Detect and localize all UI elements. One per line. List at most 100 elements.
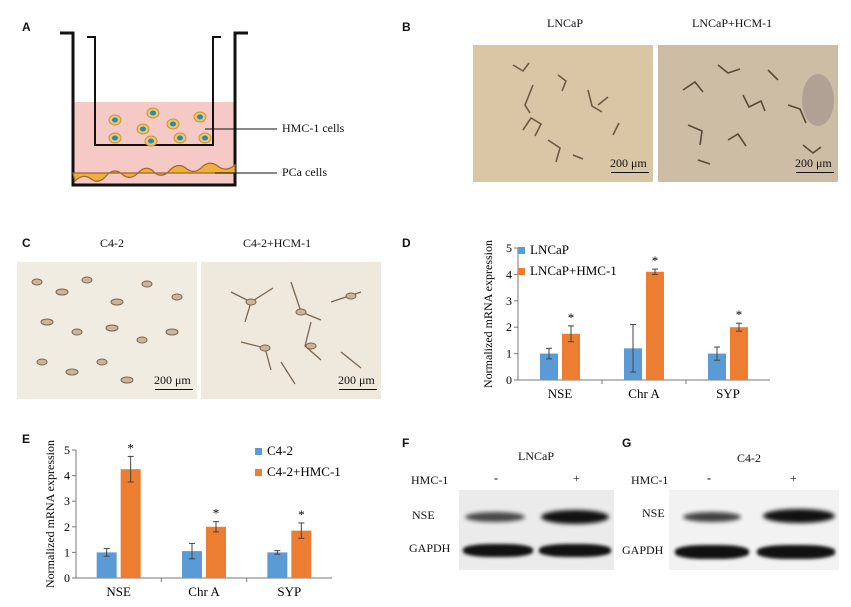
blot-f-row-target: NSE — [412, 508, 435, 522]
blot-g-row-target: NSE — [642, 506, 665, 520]
scale-bar-c-left — [155, 389, 193, 390]
chart-e-bar-treated — [291, 530, 312, 578]
blot-g-nse-band-minus — [683, 512, 741, 522]
chart-d-significance-marker: * — [568, 310, 575, 325]
chart-e-y-tick-label: 5 — [64, 443, 70, 457]
chart-d-category-label: NSE — [548, 386, 573, 400]
scale-label-b-right: 200 μm — [795, 156, 832, 170]
chart-e-bar-control — [182, 551, 202, 578]
blot-g-gapdh-band-minus — [675, 545, 749, 559]
chart-e-legend-swatch — [255, 448, 262, 455]
chart-d-bar-treated — [562, 333, 580, 380]
blot-g-gapdh-band-plus — [757, 545, 835, 559]
outer-well-wall — [60, 31, 248, 187]
chart-d-significance-marker: * — [652, 253, 659, 268]
chart-e-legend-entry: C4-2+HMC-1 — [267, 464, 341, 479]
hmc1-cell — [108, 114, 122, 126]
chart-d-y-axis-label: Normalized mRNA expression — [481, 240, 495, 388]
chart-e-bar-treated — [120, 469, 141, 578]
micrograph-lncap: 200 μm — [473, 45, 653, 182]
chart-e-significance-marker: * — [213, 506, 220, 521]
chart-d-legend-entry: LNCaP+HMC-1 — [530, 263, 617, 278]
chart-d-y-tick-label: 5 — [506, 241, 512, 255]
chart-e-category-label: NSE — [106, 584, 131, 599]
chart-d-y-tick-label: 0 — [506, 373, 512, 387]
hmc1-cells-label: HMC-1 cells — [282, 121, 345, 135]
transwell-diagram — [60, 31, 277, 187]
blot-g-cell-line: C4-2 — [737, 451, 761, 465]
hmc1-cell — [193, 111, 207, 123]
scale-bar-b-left — [611, 172, 649, 173]
chart-e-category-label: Chr A — [188, 584, 220, 599]
chart-d-bar-control — [708, 353, 726, 380]
scale-label-c-right: 200 μm — [338, 373, 375, 387]
lncap-cells — [512, 62, 620, 163]
blot-g-lane-plus: + — [790, 471, 797, 485]
blot-f-nse-band-minus — [465, 512, 525, 522]
chart-d-y-tick-label: 4 — [506, 267, 512, 281]
hmc1-cell — [108, 132, 122, 144]
scale-bar-c-right — [339, 389, 377, 390]
chart-d-y-tick-label: 1 — [506, 347, 512, 361]
chart-d-category-label: SYP — [716, 386, 740, 400]
panel-f-label: F — [402, 436, 410, 450]
chart-d-y-tick-label: 3 — [506, 294, 512, 308]
chart-e-significance-marker: * — [298, 507, 305, 522]
chart-e-y-tick-label: 3 — [64, 494, 70, 508]
chart-d-y-tick-label: 2 — [506, 320, 512, 334]
blot-g-row-control: GAPDH — [622, 543, 664, 557]
chart-e-y-axis-label: Normalized mRNA expression — [43, 440, 57, 588]
blot-g-treatment-label: HMC-1 — [631, 473, 669, 487]
panel-c-label: C — [22, 236, 31, 250]
micrograph-lncap-hcm1: 200 μm — [658, 45, 838, 182]
chart-d-significance-marker: * — [736, 307, 743, 322]
blot-g-nse-band-plus — [763, 509, 835, 523]
panel-d-label: D — [402, 236, 411, 250]
pca-cell-layer — [72, 162, 236, 183]
chart-d-bar-treated — [646, 271, 664, 380]
chart-d-category-label: Chr A — [628, 386, 660, 400]
chart-d: 0 1 2 3 4 5 Normalized mRNA expression NSE * Chr … — [481, 240, 770, 400]
chart-d-bar-control — [540, 353, 558, 380]
chart-e-bar-control — [267, 552, 288, 578]
lncap-hcm1-cells — [682, 64, 834, 165]
chart-e-legend-entry: C4-2 — [267, 443, 293, 458]
micrograph-c42: 200 μm — [17, 262, 197, 399]
blot-f-lane-minus: - — [494, 471, 498, 485]
chart-e-significance-marker: * — [127, 440, 133, 455]
pca-cells-label: PCa cells — [282, 165, 327, 179]
scale-bar-b-right — [796, 172, 834, 173]
blot-f-nse-band-plus — [541, 510, 609, 524]
chart-e-y-tick-label: 2 — [64, 520, 70, 534]
blot-f-gapdh-band-minus — [463, 544, 533, 557]
hmc1-cell — [144, 135, 158, 147]
chart-e: 0 1 2 3 4 5 Normalized mRNA expression NSE * Chr … — [43, 440, 341, 599]
chart-e-legend-swatch — [255, 469, 262, 476]
micrograph-b-right-title: LNCaP+HCM-1 — [692, 16, 773, 30]
micrograph-b-left-title: LNCaP — [547, 16, 583, 30]
panel-g-label: G — [622, 436, 632, 450]
blot-f-gapdh-band-plus — [539, 544, 611, 557]
micrograph-c-right-title: C4-2+HCM-1 — [243, 236, 312, 250]
chart-e-bar-treated — [206, 526, 226, 578]
c42-cells — [31, 276, 183, 384]
chart-e-y-tick-label: 1 — [64, 545, 70, 559]
blot-g-lane-minus: - — [707, 471, 711, 485]
hmc1-cell — [173, 132, 187, 144]
panel-e-label: E — [22, 432, 31, 446]
c42-hcm1-cells — [230, 281, 362, 385]
blot-f-row-control: GAPDH — [409, 541, 451, 555]
chart-e-y-tick-label: 0 — [64, 571, 70, 585]
chart-d-legend-entry: LNCaP — [530, 242, 569, 257]
hmc1-cell — [136, 123, 150, 135]
hmc1-cells — [108, 107, 212, 147]
chart-d-legend-swatch — [518, 247, 525, 254]
blot-f-lane-plus: + — [573, 471, 580, 485]
panel-b-label: B — [402, 20, 411, 34]
chart-d-bar-treated — [730, 327, 748, 380]
micrograph-c-left-title: C4-2 — [100, 236, 124, 250]
blot-g-membrane — [669, 490, 839, 570]
hmc1-cell — [146, 107, 160, 119]
scale-label-b-left: 200 μm — [610, 156, 647, 170]
blot-f-membrane — [459, 490, 614, 570]
